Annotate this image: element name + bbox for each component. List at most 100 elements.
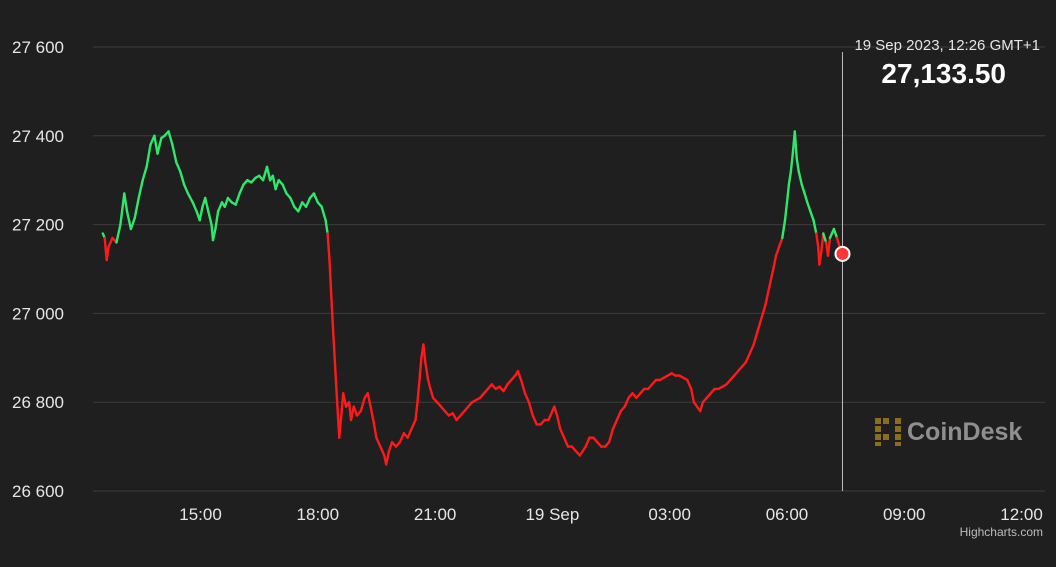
y-tick-label: 27 400 bbox=[12, 127, 64, 146]
series-segment bbox=[527, 401, 534, 417]
series-segment bbox=[186, 192, 194, 204]
series-segment bbox=[156, 136, 163, 155]
series-segment bbox=[198, 205, 204, 222]
series-segment bbox=[818, 249, 823, 266]
series-segment bbox=[289, 196, 296, 209]
readout-value: 27,133.50 bbox=[881, 58, 1006, 89]
series-segment bbox=[123, 192, 129, 213]
series-segment bbox=[312, 192, 319, 204]
series-segment bbox=[238, 183, 245, 195]
series-segment bbox=[764, 285, 771, 306]
series-segment bbox=[410, 418, 417, 430]
series-segment bbox=[281, 183, 288, 195]
series-segment bbox=[785, 183, 791, 204]
series-segment bbox=[338, 414, 343, 439]
y-axis: 27 600 27 400 27 200 27 000 26 800 26 600 bbox=[12, 38, 64, 501]
series-segment bbox=[429, 387, 435, 399]
series-segment bbox=[223, 196, 230, 209]
series-segment bbox=[559, 427, 566, 439]
series-segment bbox=[523, 392, 531, 404]
series-segment bbox=[806, 201, 812, 213]
x-tick-label: 03:00 bbox=[648, 505, 691, 524]
x-axis: 15:00 18:00 21:00 19 Sep 03:00 06:00 09:00 12:0… bbox=[179, 505, 1043, 524]
series-segment bbox=[133, 196, 140, 220]
series-segment bbox=[129, 216, 137, 231]
series-segment bbox=[815, 232, 820, 249]
series-segment bbox=[372, 418, 378, 439]
series-segment bbox=[375, 436, 382, 448]
readout-date: 19 Sep 2023, 12:26 GMT+1 bbox=[854, 37, 1040, 54]
x-tick-label: 06:00 bbox=[766, 505, 809, 524]
series-segment bbox=[379, 445, 386, 457]
series-segment bbox=[835, 236, 841, 249]
series-segment bbox=[387, 441, 394, 453]
series-segment bbox=[752, 330, 759, 346]
series-segment bbox=[342, 392, 348, 408]
series-segment bbox=[800, 183, 806, 195]
series-segment bbox=[125, 210, 133, 231]
series-segment bbox=[406, 427, 413, 439]
coindesk-watermark: CoinDesk bbox=[875, 418, 1022, 446]
series-segment bbox=[115, 223, 122, 244]
series-segment bbox=[774, 245, 781, 257]
series-segment bbox=[145, 143, 152, 169]
series-segment bbox=[744, 352, 751, 364]
x-tick-label: 15:00 bbox=[179, 505, 222, 524]
series-segment bbox=[178, 170, 186, 186]
series-segment bbox=[615, 409, 622, 422]
series-segment bbox=[783, 201, 789, 222]
series-segment bbox=[822, 232, 828, 244]
series-segment bbox=[690, 387, 696, 404]
series-segment bbox=[304, 196, 312, 209]
series-segment bbox=[611, 418, 619, 430]
series-segment bbox=[793, 130, 798, 160]
y-tick-label: 27 000 bbox=[12, 304, 64, 323]
series-segment bbox=[105, 245, 110, 262]
highcharts-credits[interactable]: Highcharts.com bbox=[960, 525, 1043, 539]
series-segment bbox=[502, 383, 509, 393]
series-segment bbox=[320, 205, 327, 222]
series-segment bbox=[562, 436, 570, 448]
series-segment bbox=[451, 412, 458, 422]
y-tick-label: 26 600 bbox=[12, 482, 64, 501]
series-segment bbox=[326, 232, 331, 262]
x-tick-label: 18:00 bbox=[297, 505, 340, 524]
series-segment bbox=[216, 201, 224, 213]
y-tick-label: 27 200 bbox=[12, 216, 64, 235]
coindesk-brand: CoinDesk bbox=[907, 418, 1022, 446]
series-segment bbox=[555, 414, 562, 430]
series-segment bbox=[332, 334, 337, 373]
series-segment bbox=[334, 369, 339, 408]
series-segment bbox=[366, 392, 372, 408]
series-segment bbox=[214, 210, 220, 231]
series-segment bbox=[207, 210, 213, 226]
series-segment bbox=[398, 432, 405, 444]
series-segment bbox=[547, 409, 554, 422]
current-price-marker[interactable] bbox=[834, 245, 851, 262]
series-segment bbox=[182, 183, 190, 195]
series-segment bbox=[760, 303, 767, 319]
series-segment bbox=[607, 427, 615, 444]
series-segment bbox=[119, 192, 126, 226]
series-segment bbox=[426, 378, 432, 391]
series-segment bbox=[787, 170, 793, 186]
series-segment bbox=[803, 192, 809, 204]
series-segment bbox=[274, 178, 280, 191]
series-segment bbox=[175, 161, 182, 173]
x-tick-label: 19 Sep bbox=[525, 505, 579, 524]
series-segment bbox=[795, 156, 800, 173]
series-segment bbox=[756, 316, 763, 333]
series-segment bbox=[519, 378, 527, 395]
series-segment bbox=[137, 178, 144, 200]
series-segment bbox=[385, 449, 391, 466]
series-segment bbox=[330, 298, 335, 337]
series-segment bbox=[191, 201, 198, 213]
series-segment bbox=[359, 396, 366, 413]
series-segment bbox=[418, 356, 423, 382]
series-segment bbox=[422, 343, 427, 364]
series-segment bbox=[699, 401, 705, 413]
x-tick-label: 09:00 bbox=[883, 505, 926, 524]
series-segment bbox=[324, 218, 329, 235]
